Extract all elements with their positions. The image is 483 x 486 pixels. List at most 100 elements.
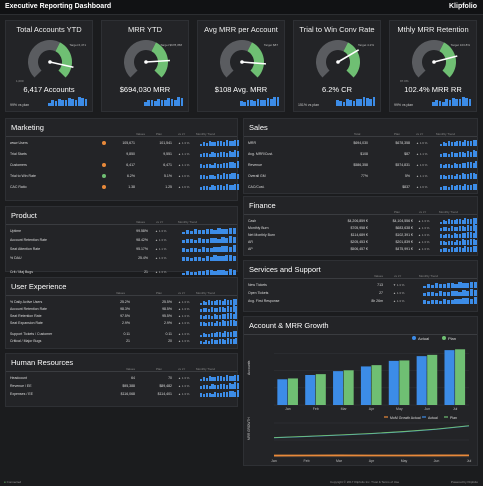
trend-bar — [446, 299, 450, 304]
bar-plan[interactable] — [399, 360, 410, 405]
table-row[interactable]: Avg. First Response 8h 26m ▲ 1.3 % — [248, 297, 478, 305]
trend-bar — [221, 237, 225, 243]
trend-sparkline — [423, 297, 478, 304]
table-row[interactable]: www Users 105,671 101,541 ▲ 1.3 % — [10, 139, 240, 147]
table-row[interactable]: Account Retention Rate 98.42% ▲ 1.3 % — [10, 236, 237, 244]
trend-bar — [453, 226, 456, 231]
trend-sparkline — [440, 150, 478, 157]
trend-bar — [232, 330, 235, 338]
table-row[interactable]: Headcount 64 70 ▲ 1.3 % — [10, 374, 240, 382]
trend-sparkline — [200, 150, 240, 157]
row-value: 1.38 — [128, 185, 135, 189]
trend-bar — [224, 331, 227, 338]
trend-bar — [210, 332, 213, 338]
gauge-tile[interactable]: Mthly MRR Retention Target 103.8% 97.0% 102… — [389, 20, 477, 112]
table-row[interactable]: Open Tickets 27 ▲ 1.3 % — [248, 289, 478, 297]
table-row[interactable]: Cash $4,206,859 € $4,104,556 € ▲ 1.3 % — [248, 217, 478, 225]
gauge-hub — [144, 60, 148, 64]
bar-actual[interactable] — [444, 350, 455, 405]
bar-actual[interactable] — [416, 356, 427, 405]
bar-actual[interactable] — [277, 379, 288, 405]
table-row[interactable]: CAC/Cust. $837 ▲ 1.6 % — [248, 183, 478, 191]
trend-bar — [475, 239, 478, 245]
table-row[interactable]: Trial Starts 9,850 9,551 ▲ 1.1 % — [10, 150, 240, 158]
trend-bar — [448, 174, 451, 179]
trend-bar — [228, 174, 231, 179]
growth-title: Account & MRR Growth — [249, 321, 329, 330]
table-row[interactable]: Support Tickets / Customer 0.11 0.11 ▲ 1.3 … — [10, 330, 238, 338]
table-row[interactable]: Seat Expansion Rate 2.9% 2.9% ▲ 1.3 % — [10, 319, 238, 327]
table-row[interactable]: Uptime 99.58% ▲ 1.3 % — [10, 227, 237, 235]
bar-plan[interactable] — [455, 349, 466, 405]
table-row[interactable]: Critical / Major Bugs 21 20 ▲ 1.3 % — [10, 337, 238, 345]
trend-bar — [208, 300, 211, 305]
table-row[interactable]: Customers 6,417 6,471 ▲ 1.1 % — [10, 161, 240, 169]
bar-plan[interactable] — [343, 370, 354, 405]
trend-bar — [217, 174, 220, 179]
table-row[interactable]: Net Monthly Burn $114,689 € $102,391 € ▲ 1.… — [248, 231, 478, 239]
trend-bar — [221, 256, 225, 261]
gauge-tile[interactable]: Avg MRR per Account Target $87 $108 Avg. M… — [197, 20, 285, 112]
table-row[interactable]: Avg. MRR/Cust. $108 $87 ▲ 1.1 % — [248, 150, 478, 158]
table-row[interactable]: % Daily Active Users 25.2% 25.5% ▲ 1.3 % — [10, 298, 238, 306]
bar-plan[interactable] — [427, 354, 438, 405]
trend-bar — [213, 301, 216, 305]
trend-bar — [459, 185, 461, 190]
table-row[interactable]: % DAU 25.4% ▲ 1.3 % — [10, 254, 237, 262]
table-row[interactable]: Seat Attention Rate 95.17% ▲ 1.1 % — [10, 245, 237, 253]
bar-plan[interactable] — [371, 365, 382, 405]
table-row[interactable]: Monthly Burn $705,958 € $683,638 € ▲ 1.3 % — [248, 224, 478, 232]
dashboard-header: Executive Reporting Dashboard Klipfolio — [0, 0, 483, 15]
bar-ylabel: Accounts — [247, 360, 251, 375]
table-row[interactable]: Seat Retention Rate 97.5% 95.5% ▲ 1.3 % — [10, 312, 238, 320]
trend-bar — [202, 377, 205, 381]
trend-bar — [200, 143, 203, 146]
trend-bar — [200, 309, 202, 312]
bar-actual[interactable] — [305, 375, 316, 405]
trend-bar — [217, 140, 220, 146]
table-row[interactable]: Account Retention Rate 98.3% 98.5% ▲ 1.3 % — [10, 305, 238, 313]
trend-sparkline — [182, 236, 237, 243]
table-row[interactable]: New Tickets 713 ▼ 1.3 % — [248, 281, 478, 289]
trend-bar — [442, 101, 445, 106]
trend-bar — [475, 218, 478, 224]
table-row[interactable]: AR $205,453 € $201,839 € ▲ 1.3 % — [248, 238, 478, 246]
row-label: Cash — [248, 219, 257, 223]
trend-bar — [442, 291, 446, 296]
row-label: AP — [248, 247, 253, 251]
table-row[interactable]: MRR $694,030 $678,358 ▲ 1.6 % — [248, 139, 478, 147]
trend-bar — [233, 269, 237, 276]
trend-bar — [448, 248, 451, 252]
trend-bar — [229, 236, 233, 243]
table-row[interactable]: CAC Ratio 1.38 1.25 ▲ 1.6 % — [10, 183, 240, 191]
table-row[interactable]: Revenue / EE $95,388 $89,482 ▲ 1.3 % — [10, 382, 240, 390]
trend-bar — [224, 299, 227, 305]
gauge-tile[interactable]: MRR YTD Target $678,358 $694,030 MRR — [101, 20, 189, 112]
table-row[interactable]: Crit / Maj Bugs 21 ▲ 1.3 % — [10, 268, 237, 276]
klipfolio-logo[interactable]: Klipfolio — [449, 3, 477, 10]
trend-bar — [426, 284, 431, 288]
row-label: % Daily Active Users — [10, 300, 43, 304]
table-row[interactable]: Trial to Win Rate 6.2% 5.1% ▲ 1.6 % — [10, 172, 240, 180]
series-line[interactable] — [273, 425, 470, 439]
trend-bar — [237, 161, 240, 168]
table-row[interactable]: Overall GM 77% 5% ▲ 1.1 % — [248, 172, 478, 180]
gauge-tile[interactable]: Total Accounts YTD Target 6,471 1,000 6,417… — [5, 20, 93, 112]
table-row[interactable]: Revenue $586,358 $574,831 ▲ 1.6 % — [248, 161, 478, 169]
trend-bar — [208, 321, 211, 326]
row-value: 98.3% — [120, 307, 130, 311]
row-label: Open Tickets — [248, 291, 269, 295]
bar-plan[interactable] — [287, 378, 298, 405]
bar-plan[interactable] — [315, 374, 326, 405]
bar-actual[interactable] — [388, 360, 399, 405]
column-header: Monthly Trend — [419, 274, 439, 278]
gauge-tile[interactable]: Trial to Win Conv Rate Target 4.2% 6.2% CR… — [293, 20, 381, 112]
trend-bar — [74, 99, 78, 106]
table-row[interactable]: AP $506,457 € $475,991 € ▲ 1.3 % — [248, 245, 478, 253]
trend-bar — [205, 308, 208, 312]
row-change: ▼ 1.3 % — [393, 283, 405, 287]
table-row[interactable]: Expenses / EE $116,068 $114,401 ▲ 1.3 % — [10, 390, 240, 398]
bar-actual[interactable] — [333, 371, 344, 405]
trend-bar — [440, 187, 442, 190]
bar-actual[interactable] — [360, 366, 371, 405]
